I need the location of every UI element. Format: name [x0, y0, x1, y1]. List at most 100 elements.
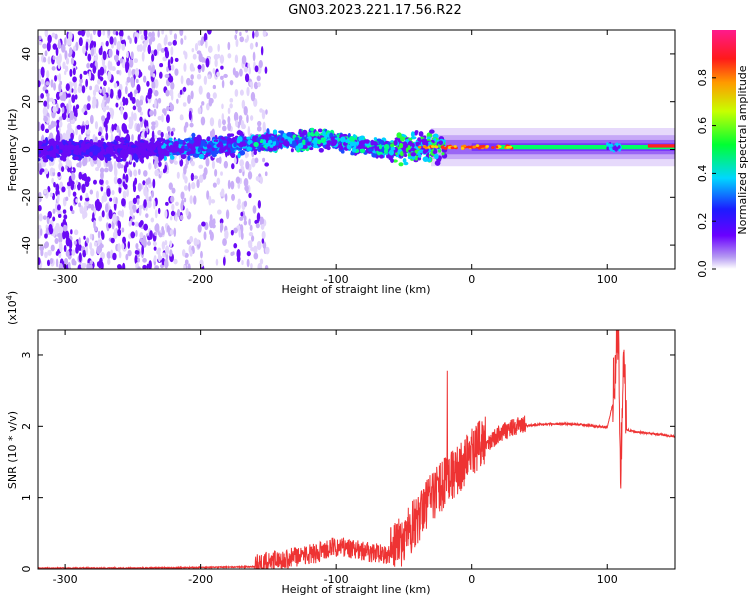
noise-blob: [138, 71, 143, 78]
ridge-blob: [95, 147, 101, 153]
noise-blob: [65, 250, 70, 258]
ridge-blob: [105, 149, 110, 153]
noise-blob: [38, 257, 41, 266]
noise-blob: [257, 120, 262, 127]
noise-blob: [170, 195, 175, 203]
noise-blob: [160, 131, 164, 138]
noise-blob: [256, 212, 261, 222]
noise-blob: [127, 35, 131, 40]
noise-blob: [116, 40, 121, 51]
noise-blob: [150, 50, 155, 55]
noise-blob: [52, 121, 57, 127]
ridge-blob: [114, 135, 121, 142]
noise-blob: [187, 263, 191, 269]
noise-blob: [170, 88, 174, 99]
ridge-blob: [134, 140, 138, 146]
noise-blob: [121, 197, 126, 207]
noise-blob: [167, 59, 171, 69]
ridge-blob: [38, 150, 42, 155]
noise-blob: [72, 45, 77, 52]
noise-blob: [221, 79, 225, 89]
noise-blob: [40, 66, 45, 77]
noise-blob: [101, 195, 104, 204]
noise-blob: [50, 244, 55, 252]
ridge-blob: [432, 148, 437, 153]
x-tick-label: -100: [324, 573, 349, 586]
noise-blob: [39, 168, 45, 173]
noise-blob: [42, 215, 47, 220]
noise-blob: [184, 259, 189, 265]
noise-blob: [57, 213, 62, 218]
noise-blob: [199, 259, 204, 268]
noise-blob: [109, 197, 113, 202]
noise-blob: [189, 195, 193, 205]
noise-blob: [53, 181, 56, 188]
noise-blob: [52, 43, 58, 50]
noise-blob: [239, 36, 245, 43]
ridge-blob: [309, 146, 314, 151]
noise-blob: [70, 132, 74, 141]
noise-blob: [130, 51, 134, 60]
noise-blob: [152, 73, 156, 78]
noise-blob: [105, 105, 110, 110]
ridge-blob: [349, 141, 355, 147]
noise-blob: [70, 181, 75, 191]
ridge-blob: [606, 146, 609, 151]
noise-blob: [127, 67, 132, 78]
noise-blob: [54, 75, 57, 82]
noise-blob: [201, 221, 206, 227]
noise-blob: [261, 109, 266, 120]
ridge-blob: [187, 155, 191, 161]
spectral-band: [498, 144, 675, 150]
noise-blob: [58, 73, 62, 83]
ridge-blob: [42, 158, 49, 163]
noise-blob: [100, 45, 103, 55]
noise-blob: [86, 176, 91, 183]
noise-blob: [154, 209, 158, 219]
noise-blob: [43, 168, 49, 175]
ridge-hotspot: [472, 145, 477, 149]
noise-blob: [64, 65, 69, 72]
ridge-blob: [437, 148, 442, 153]
noise-blob: [71, 88, 74, 93]
noise-blob: [80, 30, 86, 37]
noise-blob: [44, 251, 48, 259]
noise-blob: [59, 80, 63, 86]
noise-blob: [189, 62, 194, 72]
ridge-blob: [194, 142, 200, 147]
ridge-blob: [609, 144, 613, 148]
noise-blob: [62, 209, 67, 214]
noise-blob: [118, 186, 122, 194]
noise-blob: [92, 96, 97, 102]
noise-blob: [230, 180, 235, 190]
noise-blob: [130, 78, 135, 88]
noise-blob: [179, 154, 182, 161]
noise-blob: [189, 79, 194, 86]
noise-blob: [58, 241, 63, 252]
ridge-blob: [438, 140, 444, 146]
noise-blob: [38, 35, 42, 41]
noise-blob: [260, 46, 264, 56]
noise-blob: [107, 70, 112, 81]
noise-blob: [157, 30, 160, 38]
ridge-blob: [313, 137, 318, 141]
noise-blob: [51, 32, 56, 38]
noise-blob: [99, 178, 104, 185]
noise-blob: [258, 60, 263, 69]
noise-blob: [212, 92, 217, 99]
noise-blob: [176, 98, 179, 104]
noise-blob: [169, 249, 173, 257]
ridge-blob: [308, 136, 312, 142]
noise-blob: [132, 161, 136, 168]
noise-blob: [243, 66, 248, 73]
ridge-blob: [42, 147, 47, 152]
ridge-blob: [206, 136, 211, 142]
ridge-blob: [429, 129, 435, 134]
noise-blob: [212, 68, 216, 74]
noise-blob: [81, 85, 86, 94]
noise-blob: [159, 71, 163, 79]
noise-blob: [179, 214, 184, 221]
ridge-blob: [48, 150, 52, 155]
ridge-hotspot: [440, 145, 445, 149]
noise-blob: [209, 117, 215, 127]
